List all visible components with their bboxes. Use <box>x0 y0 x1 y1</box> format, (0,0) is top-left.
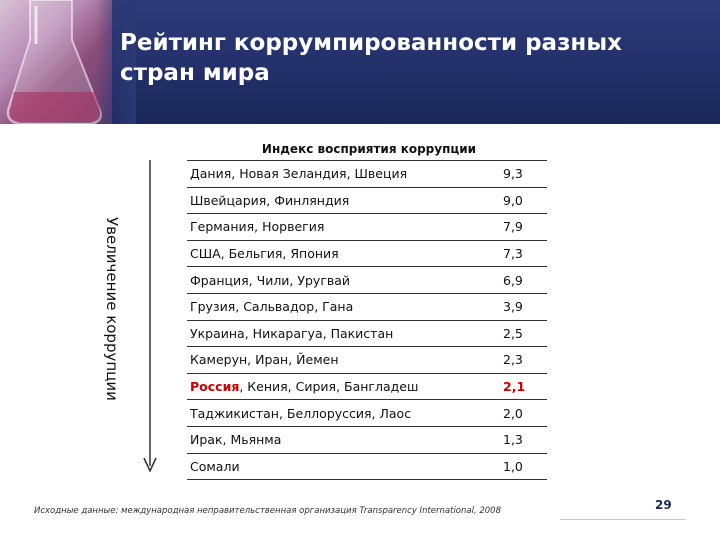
table-row: Дания, Новая Зеландия, Швеция 9,3 <box>187 161 547 188</box>
footer-divider <box>560 519 686 520</box>
row-countries: Таджикистан, Беллоруссия, Лаос <box>190 405 412 421</box>
row-value: 1,0 <box>503 458 523 474</box>
row-countries: США, Бельгия, Япония <box>190 246 339 262</box>
row-value: 2,1 <box>503 379 526 395</box>
row-value: 7,9 <box>503 219 523 235</box>
table-row: Ирак, Мьянма 1,3 <box>187 427 547 454</box>
table-row: Сомали 1,0 <box>187 454 547 481</box>
table-row: США, Бельгия, Япония 7,3 <box>187 241 547 268</box>
row-countries: Ирак, Мьянма <box>190 432 282 448</box>
table-row: Швейцария, Финляндия 9,0 <box>187 188 547 215</box>
table-row: Франция, Чили, Уругвай 6,9 <box>187 267 547 294</box>
row-countries: Франция, Чили, Уругвай <box>190 272 351 288</box>
table-row-russia: Россия, Кения, Сирия, Бангладеш 2,1 <box>187 374 547 401</box>
row-countries: Камерун, Иран, Йемен <box>190 352 339 368</box>
row-countries: Россия, Кения, Сирия, Бангладеш <box>187 379 418 394</box>
down-arrow-icon <box>143 160 157 472</box>
row-value: 2,5 <box>503 325 523 341</box>
row-value: 3,9 <box>503 299 523 315</box>
row-countries: Германия, Норвегия <box>190 219 325 235</box>
row-value: 2,0 <box>503 405 523 421</box>
table-row: Грузия, Сальвадор, Гана 3,9 <box>187 294 547 321</box>
corruption-increase-label: Увеличение коррупции <box>103 217 121 401</box>
row-value: 2,3 <box>503 352 523 368</box>
row-value: 9,0 <box>503 192 523 208</box>
table-row: Украина, Никарагуа, Пакистан 2,5 <box>187 321 547 348</box>
header-fade <box>96 0 136 124</box>
row-countries: Грузия, Сальвадор, Гана <box>190 299 354 315</box>
row-value: 7,3 <box>503 246 523 262</box>
row-countries: Дания, Новая Зеландия, Швеция <box>190 166 408 182</box>
row-value: 6,9 <box>503 272 523 288</box>
row-countries-rest: , Кения, Сирия, Бангладеш <box>239 379 419 395</box>
row-countries: Украина, Никарагуа, Пакистан <box>190 325 394 341</box>
flask-icon <box>6 0 102 124</box>
source-note: Исходные данные: международная неправите… <box>34 506 501 516</box>
corruption-index-table: Дания, Новая Зеландия, Швеция 9,3 Швейца… <box>187 160 547 481</box>
row-value: 9,3 <box>503 166 523 182</box>
row-value: 1,3 <box>503 432 523 448</box>
page-number: 29 <box>655 498 672 512</box>
slide-header: Рейтинг коррумпированности разных стран … <box>0 0 720 124</box>
table-title: Индекс восприятия коррупции <box>261 142 477 156</box>
slide-title: Рейтинг коррумпированности разных стран … <box>120 30 622 86</box>
row-countries: Сомали <box>190 458 240 474</box>
russia-highlight: Россия <box>190 379 240 395</box>
table-row: Таджикистан, Беллоруссия, Лаос 2,0 <box>187 400 547 427</box>
flask-photo <box>0 0 112 124</box>
row-countries: Швейцария, Финляндия <box>190 192 350 208</box>
table-row: Камерун, Иран, Йемен 2,3 <box>187 347 547 374</box>
table-row: Германия, Норвегия 7,9 <box>187 214 547 241</box>
